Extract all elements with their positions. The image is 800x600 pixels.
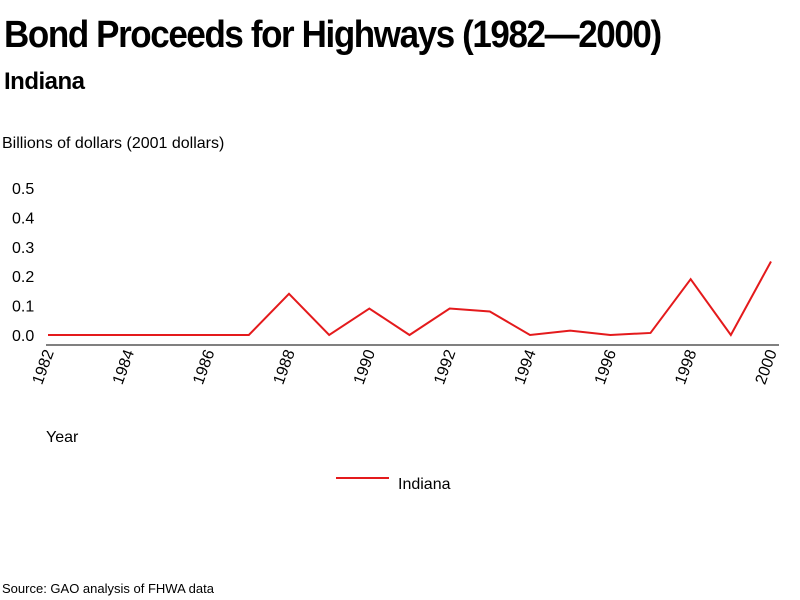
x-tick-label: 2000	[753, 347, 781, 386]
y-axis-label: Billions of dollars (2001 dollars)	[2, 135, 225, 152]
x-tick-label: 1988	[271, 347, 299, 386]
chart-title: Bond Proceeds for Highways (1982—2000)	[4, 14, 662, 56]
source-note: Source: GAO analysis of FHWA data	[2, 581, 214, 596]
chart-subtitle: Indiana	[4, 68, 85, 95]
x-tick-label: 1992	[431, 347, 459, 386]
legend-label: Indiana	[398, 476, 451, 493]
x-tick-label: 1982	[30, 347, 58, 386]
y-tick-label: 0.2	[12, 269, 34, 286]
x-tick-label: 1986	[190, 347, 218, 386]
x-axis-label: Year	[46, 429, 79, 446]
y-tick-label: 0.4	[12, 210, 34, 227]
x-tick-label: 1998	[672, 347, 700, 386]
y-tick-label: 0.3	[12, 240, 34, 257]
x-tick-label: 1994	[512, 347, 540, 386]
y-tick-label: 0.1	[12, 299, 34, 316]
x-tick-label: 1990	[351, 347, 379, 386]
y-tick-label: 0.5	[12, 181, 34, 198]
series-line-indiana	[48, 261, 772, 337]
y-tick-label: 0.0	[12, 328, 34, 345]
x-tick-label: 1984	[110, 347, 138, 386]
x-tick-label: 1996	[592, 347, 620, 386]
